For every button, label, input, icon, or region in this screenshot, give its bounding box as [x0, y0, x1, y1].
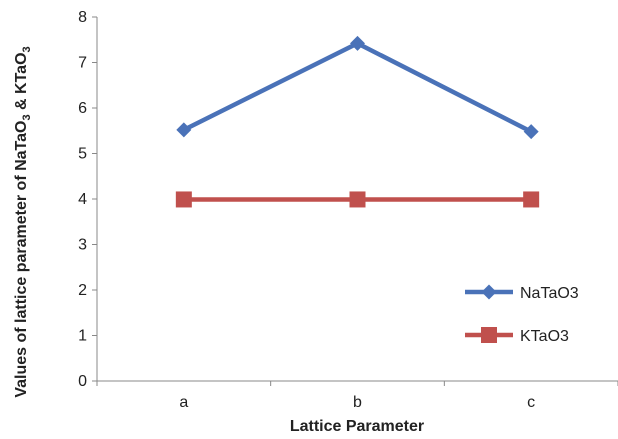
- legend-marker-natao3: [481, 284, 497, 300]
- y-tick-label: 4: [78, 191, 87, 208]
- x-tick-label: a: [179, 394, 188, 411]
- data-point-natao3: [350, 35, 365, 51]
- y-axis-title-main: Values of lattice parameter of NaTaO: [13, 121, 30, 398]
- data-point-ktao3: [175, 191, 192, 208]
- x-tick-label: c: [527, 394, 535, 411]
- y-tick-label: 0: [78, 373, 87, 390]
- legend-marker-ktao3: [481, 327, 497, 343]
- series-line-natao3: [182, 41, 533, 134]
- x-axis-title: Lattice Parameter: [290, 418, 424, 435]
- y-axis-title-mid: & KTaO: [13, 52, 30, 114]
- y-tick-label: 7: [78, 55, 87, 72]
- y-tick-label: 3: [78, 237, 87, 254]
- legend-label-natao3: NaTaO3: [520, 285, 579, 302]
- y-tick-label: 1: [78, 328, 87, 345]
- y-axis-title: Values of lattice parameter of NaTaO3 & …: [13, 46, 33, 397]
- data-point-ktao3: [349, 191, 366, 208]
- plot-area: 0 1 2 3 4 5 6 7 8 a b c NaTaO3 KTaO3: [78, 9, 618, 411]
- y-tick-label: 8: [78, 9, 87, 26]
- data-point-natao3: [176, 122, 192, 138]
- y-tick-label: 2: [78, 282, 87, 299]
- y-tick-label: 6: [78, 100, 87, 117]
- data-point-ktao3: [523, 191, 540, 208]
- y-axis-title-sub1: 3: [21, 114, 33, 120]
- legend-label-ktao3: KTaO3: [520, 328, 569, 345]
- y-tick-label: 5: [78, 146, 87, 163]
- x-tick-label: b: [353, 394, 362, 411]
- data-point-natao3: [523, 124, 539, 140]
- y-axis-title-sub2: 3: [21, 46, 33, 52]
